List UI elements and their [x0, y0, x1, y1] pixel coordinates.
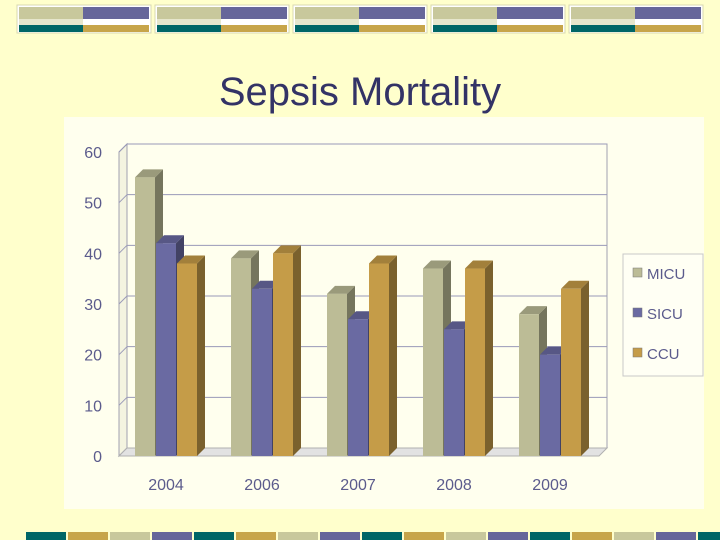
deco-segment	[572, 532, 612, 540]
deco-segment	[404, 532, 444, 540]
y-tick-label: 60	[84, 145, 102, 162]
deco-segment	[68, 532, 108, 540]
deco-segment	[152, 532, 192, 540]
deco-block	[16, 4, 152, 34]
deco-segment	[194, 532, 234, 540]
deco-segment	[110, 532, 150, 540]
deco-segment	[446, 532, 486, 540]
y-tick-label: 50	[84, 196, 102, 213]
deco-block	[292, 4, 428, 34]
y-axis-ticks: 0 10 20 30 40 50 60	[84, 145, 102, 466]
deco-segment	[488, 532, 528, 540]
x-axis-ticks: 2004 2006 2007 2008 2009	[148, 477, 568, 494]
legend-label-ccu: CCU	[647, 346, 680, 363]
deco-block	[430, 4, 566, 34]
legend-label-micu: MICU	[647, 266, 685, 283]
bar-ccu-2007	[369, 255, 397, 456]
deco-segment	[362, 532, 402, 540]
deco-segment	[26, 532, 66, 540]
y-tick-label: 40	[84, 246, 102, 263]
top-decorative-band	[16, 4, 704, 34]
deco-segment	[278, 532, 318, 540]
deco-segment	[236, 532, 276, 540]
slide-title: Sepsis Mortality	[218, 70, 502, 114]
deco-segment	[530, 532, 570, 540]
deco-segment	[614, 532, 654, 540]
deco-block	[154, 4, 290, 34]
y-tick-label: 10	[84, 398, 102, 415]
y-tick-label: 0	[93, 449, 102, 466]
legend-label-sicu: SICU	[647, 306, 683, 323]
x-tick-label: 2008	[436, 477, 472, 494]
bottom-decorative-band	[26, 532, 720, 540]
bars	[135, 169, 589, 457]
x-tick-label: 2006	[244, 477, 280, 494]
deco-segment	[320, 532, 360, 540]
legend-swatch-ccu	[632, 347, 643, 358]
y-tick-label: 30	[84, 297, 102, 314]
deco-segment	[656, 532, 696, 540]
deco-segment	[698, 532, 720, 540]
y-tick-label: 20	[84, 348, 102, 365]
deco-block	[568, 4, 704, 34]
bar-ccu-2006	[273, 245, 301, 456]
legend-swatch-sicu	[632, 307, 643, 318]
x-tick-label: 2009	[532, 477, 568, 494]
x-tick-label: 2004	[148, 477, 184, 494]
bar-ccu-2004	[177, 255, 205, 456]
x-tick-label: 2007	[340, 477, 376, 494]
bar-ccu-2008	[465, 260, 493, 456]
legend-swatch-micu	[632, 267, 643, 278]
legend: MICU SICU CCU	[622, 253, 704, 377]
bar-ccu-2009	[561, 280, 589, 456]
